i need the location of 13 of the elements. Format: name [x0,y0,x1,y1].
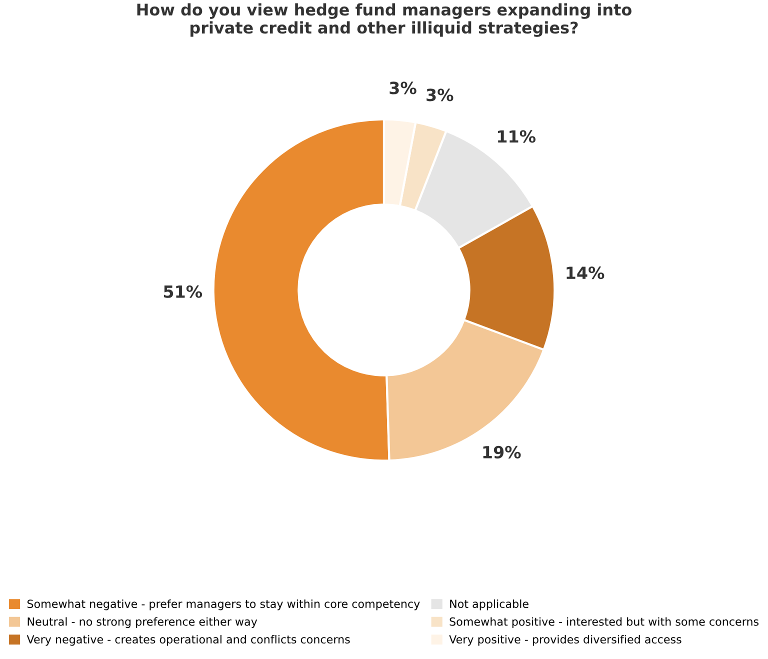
chart-title: How do you view hedge fund managers expanding into private credit and other illiquid strategies? [137,3,632,37]
data-label: 14% [566,266,604,280]
legend-label: Very negative - creates operational and conflicts concerns [26,634,350,646]
data-label: 51% [164,285,202,298]
legend-label: Very positive - provides diversified access [449,634,682,646]
data-label: 3% [426,88,454,102]
legend-label: Neutral - no strong preference either way [28,617,258,628]
data-label: 19% [483,446,521,458]
data-label: 11% [498,130,536,143]
legend-label: Somewhat negative - prefer managers to stay within core competency [27,599,420,610]
legend-label: Somewhat positive - interested but with some concerns [450,617,759,628]
legend-label: Not applicable [450,599,528,610]
data-label: 3% [390,82,416,94]
